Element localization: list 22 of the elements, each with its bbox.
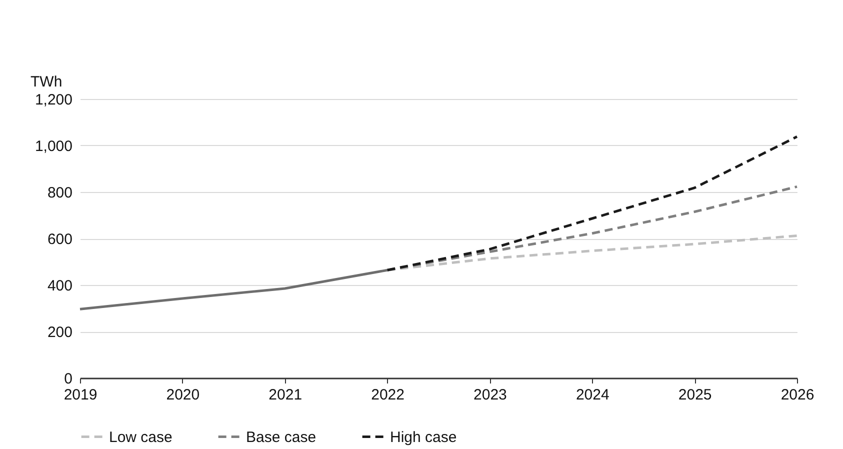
x-tick-label: 2025 [678, 386, 712, 404]
y-tick-label: 1,000 [34, 138, 72, 155]
legend-label: Base case [246, 428, 316, 446]
legend-label: High case [390, 428, 457, 446]
x-tick-label: 2020 [166, 386, 200, 404]
y-tick-label: 0 [64, 370, 72, 388]
line-series [78, 268, 389, 310]
x-tick-label: 2023 [474, 386, 507, 404]
legend-label: Low case [109, 428, 172, 446]
x-tick-label: 2021 [268, 386, 302, 404]
y-axis-title: TWh [30, 74, 62, 90]
x-tick-label: 2024 [576, 386, 610, 404]
y-tick-label: 1,200 [34, 92, 72, 108]
y-tick-label: 200 [47, 324, 72, 341]
line-series [386, 135, 798, 272]
y-tick-label: 800 [47, 184, 72, 202]
line-series [386, 234, 798, 272]
x-tick-label: 2026 [780, 386, 814, 404]
y-tick-label: 400 [47, 278, 72, 294]
y-tick-label: 600 [47, 231, 72, 248]
x-tick-label: 2019 [64, 386, 98, 404]
x-tick-label: 2022 [371, 386, 404, 404]
